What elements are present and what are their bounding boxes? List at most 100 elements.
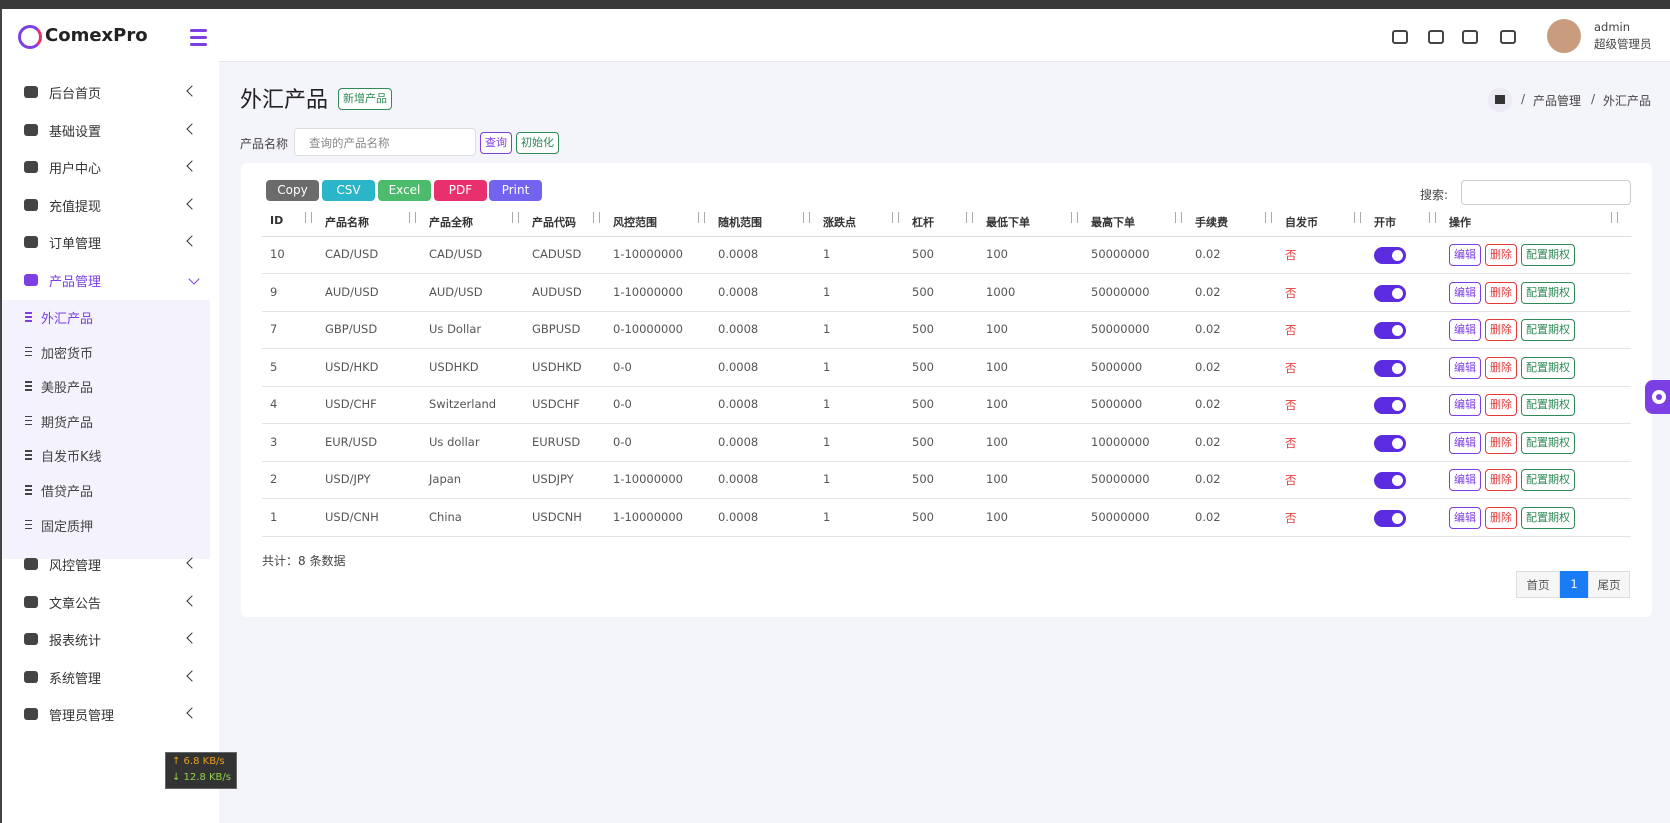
action-button[interactable]: 删除 bbox=[1485, 319, 1517, 341]
action-button[interactable]: 编辑 bbox=[1449, 506, 1481, 529]
action-button[interactable]: 配置期权 bbox=[1521, 244, 1575, 266]
reset-button[interactable]: 初始化 bbox=[516, 132, 559, 154]
sort-icon[interactable] bbox=[593, 212, 600, 223]
open-toggle[interactable] bbox=[1374, 284, 1406, 302]
page-button[interactable]: 尾页 bbox=[1588, 571, 1630, 598]
page-button[interactable]: 首页 bbox=[1516, 571, 1560, 598]
sort-icon[interactable] bbox=[1429, 212, 1436, 223]
sort-icon[interactable] bbox=[1354, 212, 1361, 223]
action-button[interactable]: 删除 bbox=[1485, 394, 1517, 416]
open-toggle[interactable] bbox=[1374, 322, 1406, 339]
action-button[interactable]: 删除 bbox=[1485, 506, 1517, 529]
column-header[interactable]: 产品名称 bbox=[325, 216, 369, 229]
column-header[interactable]: 最高下单 bbox=[1091, 216, 1135, 229]
action-button[interactable]: 配置期权 bbox=[1521, 469, 1575, 491]
submenu-item[interactable]: 加密货币 bbox=[41, 346, 94, 362]
action-button[interactable]: 编辑 bbox=[1449, 281, 1481, 304]
action-button[interactable]: 编辑 bbox=[1449, 469, 1481, 491]
column-header[interactable]: 杠杆 bbox=[912, 216, 934, 229]
search-input[interactable]: 查询的产品名称 bbox=[294, 128, 476, 156]
action-button[interactable]: 删除 bbox=[1485, 356, 1517, 379]
submenu-item[interactable]: 借贷产品 bbox=[41, 485, 94, 500]
settings-float[interactable] bbox=[1645, 380, 1670, 414]
menu-item[interactable]: 报表统计 bbox=[49, 634, 102, 650]
submenu-item[interactable]: 外汇产品 bbox=[41, 312, 94, 327]
export-button[interactable]: Print bbox=[489, 180, 542, 201]
table-search[interactable] bbox=[1461, 180, 1631, 205]
header-icon[interactable] bbox=[1392, 30, 1408, 44]
column-header[interactable]: 产品代码 bbox=[532, 216, 576, 229]
action-button[interactable]: 编辑 bbox=[1449, 356, 1481, 379]
submenu-item[interactable]: 期货产品 bbox=[41, 415, 94, 431]
menu-item[interactable]: 基础设置 bbox=[49, 124, 102, 140]
action-button[interactable]: 删除 bbox=[1485, 281, 1517, 304]
breadcrumb-item[interactable]: 产品管理 bbox=[1533, 94, 1582, 108]
menu-item[interactable]: 系统管理 bbox=[49, 671, 102, 687]
export-button[interactable]: PDF bbox=[434, 180, 487, 201]
column-header[interactable]: 自发币 bbox=[1285, 216, 1318, 229]
menu-toggle-bar[interactable] bbox=[190, 29, 207, 32]
page-button[interactable]: 1 bbox=[1560, 571, 1588, 598]
open-toggle[interactable] bbox=[1374, 434, 1406, 452]
submenu-item[interactable]: 美股产品 bbox=[41, 381, 94, 397]
column-header[interactable]: 开市 bbox=[1374, 216, 1396, 229]
column-header[interactable]: 手续费 bbox=[1195, 216, 1228, 229]
export-button[interactable]: CSV bbox=[322, 180, 375, 201]
action-button[interactable]: 编辑 bbox=[1449, 394, 1481, 416]
menu-toggle-bar[interactable] bbox=[190, 43, 207, 46]
submenu-item[interactable]: 自发币K线 bbox=[41, 450, 102, 466]
column-header[interactable]: ID bbox=[270, 214, 284, 227]
menu-item[interactable]: 后台首页 bbox=[49, 87, 102, 102]
menu-item[interactable]: 风控管理 bbox=[49, 559, 102, 575]
menu-item[interactable]: 充值提现 bbox=[49, 199, 102, 215]
sort-icon[interactable] bbox=[1071, 212, 1078, 223]
sort-icon[interactable] bbox=[512, 212, 519, 223]
column-header[interactable]: 操作 bbox=[1449, 216, 1471, 229]
query-button[interactable]: 查询 bbox=[480, 132, 512, 154]
open-toggle[interactable] bbox=[1374, 247, 1406, 264]
menu-item[interactable]: 管理员管理 bbox=[49, 709, 115, 725]
export-button[interactable]: Excel bbox=[378, 180, 431, 201]
open-toggle[interactable] bbox=[1374, 472, 1406, 489]
column-header[interactable]: 随机范围 bbox=[718, 216, 762, 229]
export-button[interactable]: Copy bbox=[266, 180, 319, 201]
sort-icon[interactable] bbox=[1265, 212, 1272, 223]
column-header[interactable]: 涨跌点 bbox=[823, 216, 856, 229]
sort-icon[interactable] bbox=[892, 212, 899, 223]
submenu-item[interactable]: 固定质押 bbox=[41, 519, 94, 535]
menu-toggle-bar[interactable] bbox=[190, 36, 207, 39]
menu-item[interactable]: 产品管理 bbox=[49, 274, 102, 290]
header-icon[interactable] bbox=[1462, 30, 1478, 44]
action-button[interactable]: 配置期权 bbox=[1521, 319, 1575, 341]
add-button[interactable]: 新增产品 bbox=[338, 88, 392, 110]
sort-icon[interactable] bbox=[966, 212, 973, 223]
action-button[interactable]: 编辑 bbox=[1449, 431, 1481, 454]
action-button[interactable]: 编辑 bbox=[1449, 319, 1481, 341]
action-button[interactable]: 删除 bbox=[1485, 244, 1517, 266]
sort-icon[interactable] bbox=[1175, 212, 1182, 223]
open-toggle[interactable] bbox=[1374, 359, 1406, 377]
sort-icon[interactable] bbox=[1611, 212, 1618, 223]
menu-item[interactable]: 文章公告 bbox=[49, 596, 102, 612]
action-button[interactable]: 配置期权 bbox=[1521, 356, 1575, 379]
action-button[interactable]: 配置期权 bbox=[1521, 394, 1575, 416]
action-button[interactable]: 配置期权 bbox=[1521, 431, 1575, 454]
menu-item[interactable]: 用户中心 bbox=[49, 162, 102, 177]
column-header[interactable]: 最低下单 bbox=[986, 216, 1030, 229]
sort-icon[interactable] bbox=[803, 212, 810, 223]
header-icon[interactable] bbox=[1500, 30, 1516, 44]
action-button[interactable]: 删除 bbox=[1485, 431, 1517, 454]
column-header[interactable]: 产品全称 bbox=[429, 216, 473, 229]
header-icon[interactable] bbox=[1428, 30, 1444, 44]
menu-item[interactable]: 订单管理 bbox=[49, 237, 102, 252]
action-button[interactable]: 配置期权 bbox=[1521, 506, 1575, 529]
open-toggle[interactable] bbox=[1374, 509, 1406, 527]
column-header[interactable]: 风控范围 bbox=[613, 216, 657, 229]
action-button[interactable]: 删除 bbox=[1485, 469, 1517, 491]
sort-icon[interactable] bbox=[698, 212, 705, 223]
action-button[interactable]: 编辑 bbox=[1449, 244, 1481, 266]
action-button[interactable]: 配置期权 bbox=[1521, 281, 1575, 304]
open-toggle[interactable] bbox=[1374, 397, 1406, 414]
sort-icon[interactable] bbox=[409, 212, 416, 223]
sort-icon[interactable] bbox=[305, 212, 312, 223]
